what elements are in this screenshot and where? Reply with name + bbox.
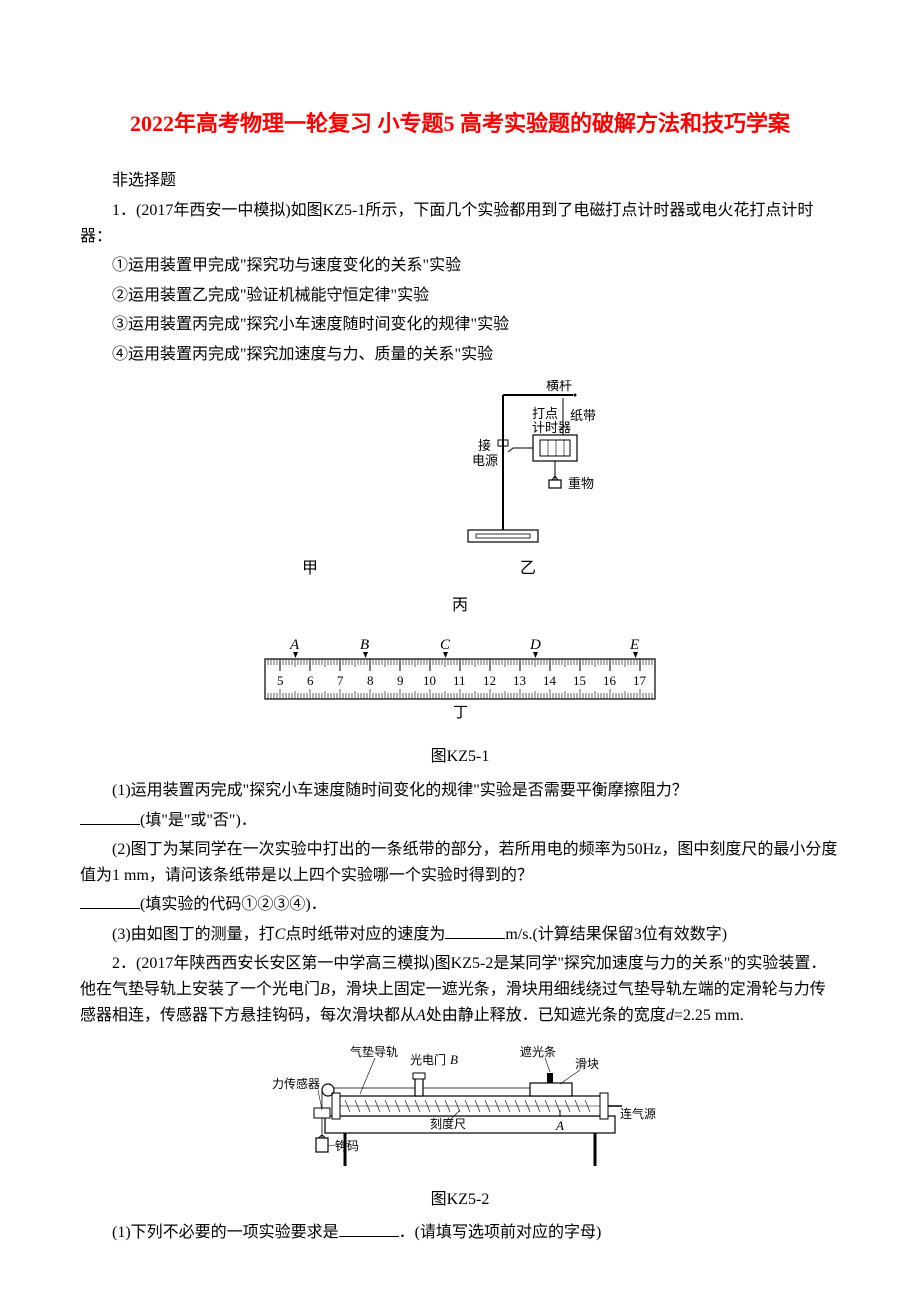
label-zhongwu: 重物	[568, 476, 594, 491]
svg-text:丁: 丁	[453, 705, 468, 720]
svg-text:15: 15	[573, 673, 586, 688]
ruler-svg: A B C D E	[250, 635, 670, 720]
apparatus-yi-diagram: 横杆 打点 计时器 纸带 接 电源 重物	[438, 380, 618, 550]
q1-sub1: (1)运用装置丙完成"探究小车速度随时间变化的规律"实验是否需要平衡摩擦阻力？	[80, 778, 840, 804]
svg-text:A: A	[555, 1118, 564, 1133]
svg-text:钩码: 钩码	[335, 1139, 359, 1153]
svg-text:连气源: 连气源	[620, 1106, 656, 1121]
svg-text:刻度尺: 刻度尺	[430, 1116, 466, 1131]
q1-intro: 1．(2017年西安一中模拟)如图KZ5-1所示，下面几个实验都用到了电磁打点计…	[80, 198, 840, 249]
svg-text:遮光条: 遮光条	[520, 1044, 556, 1059]
svg-text:B: B	[450, 1052, 458, 1067]
label-henggan: 横杆	[546, 380, 572, 393]
svg-text:14: 14	[543, 673, 557, 688]
q1-sub2: (2)图丁为某同学在一次实验中打出的一条纸带的部分，若所用电的频率为50Hz，图…	[80, 837, 840, 888]
svg-text:13: 13	[513, 673, 526, 688]
q1-item-2: ②运用装置乙完成"验证机械能守恒定律"实验	[80, 283, 840, 309]
q1-sub1-blank: (填"是"或"否")．	[80, 808, 840, 834]
q1-item-3: ③运用装置丙完成"探究小车速度随时间变化的规律"实验	[80, 312, 840, 338]
fig-label-bing: 丙	[80, 593, 840, 619]
figure-caption-1: 图KZ5-1	[80, 744, 840, 770]
figure-row-1: 甲	[80, 380, 840, 582]
figure-bing: 丙	[80, 593, 840, 619]
label-jishiqi: 计时器	[532, 420, 571, 435]
svg-text:6: 6	[307, 673, 314, 688]
svg-text:5: 5	[277, 673, 284, 688]
svg-text:7: 7	[337, 673, 344, 688]
q1-item-1: ①运用装置甲完成"探究功与速度变化的关系"实验	[80, 253, 840, 279]
q2-sub1: (1)下列不必要的一项实验要求是．(请填写选项前对应的字母)	[80, 1220, 840, 1246]
ruler-figure: A B C D E	[80, 635, 840, 729]
svg-text:11: 11	[453, 673, 466, 688]
svg-text:滑块: 滑块	[575, 1057, 599, 1071]
section-header: 非选择题	[80, 168, 840, 194]
ruler-label-e: E	[629, 637, 639, 653]
q1-sub3: (3)由如图丁的测量，打C点时纸带对应的速度为m/s.(计算结果保留3位有效数字…	[80, 922, 840, 948]
svg-text:17: 17	[633, 673, 647, 688]
label-dadian: 打点	[532, 406, 558, 421]
ruler-label-d: D	[529, 637, 541, 653]
svg-text:16: 16	[603, 673, 617, 688]
q2-intro: 2．(2017年陕西西安长安区第一中学高三模拟)图KZ5-2是某同学"探究加速度…	[80, 951, 840, 1028]
ruler-label-a: A	[289, 637, 300, 653]
svg-text:9: 9	[397, 673, 404, 688]
svg-text:力传感器: 力传感器	[272, 1076, 320, 1091]
label-dianyuan: 电源	[472, 453, 498, 468]
fig-label-jia: 甲	[302, 556, 318, 582]
fig-label-yi: 乙	[520, 556, 536, 582]
svg-text:光电门: 光电门	[410, 1052, 446, 1067]
label-zhidai: 纸带	[570, 408, 596, 423]
ruler-label-b: B	[360, 637, 369, 653]
document-title: 2022年高考物理一轮复习 小专题5 高考实验题的破解方法和技巧学案	[80, 100, 840, 148]
svg-text:12: 12	[483, 673, 496, 688]
ruler-label-c: C	[440, 637, 451, 653]
q1-sub2-blank: (填实验的代码①②③④)．	[80, 892, 840, 918]
svg-text:气垫导轨: 气垫导轨	[350, 1044, 398, 1059]
figure-caption-2: 图KZ5-2	[80, 1187, 840, 1213]
svg-text:10: 10	[423, 673, 436, 688]
q2-diagram: 气垫导轨 光电门 B 遮光条 滑块 力传感器 刻度尺 A 连气源 钩码	[80, 1038, 840, 1177]
label-jie: 接	[478, 438, 491, 453]
q1-item-4: ④运用装置丙完成"探究加速度与力、质量的关系"实验	[80, 342, 840, 368]
svg-text:8: 8	[367, 673, 374, 688]
